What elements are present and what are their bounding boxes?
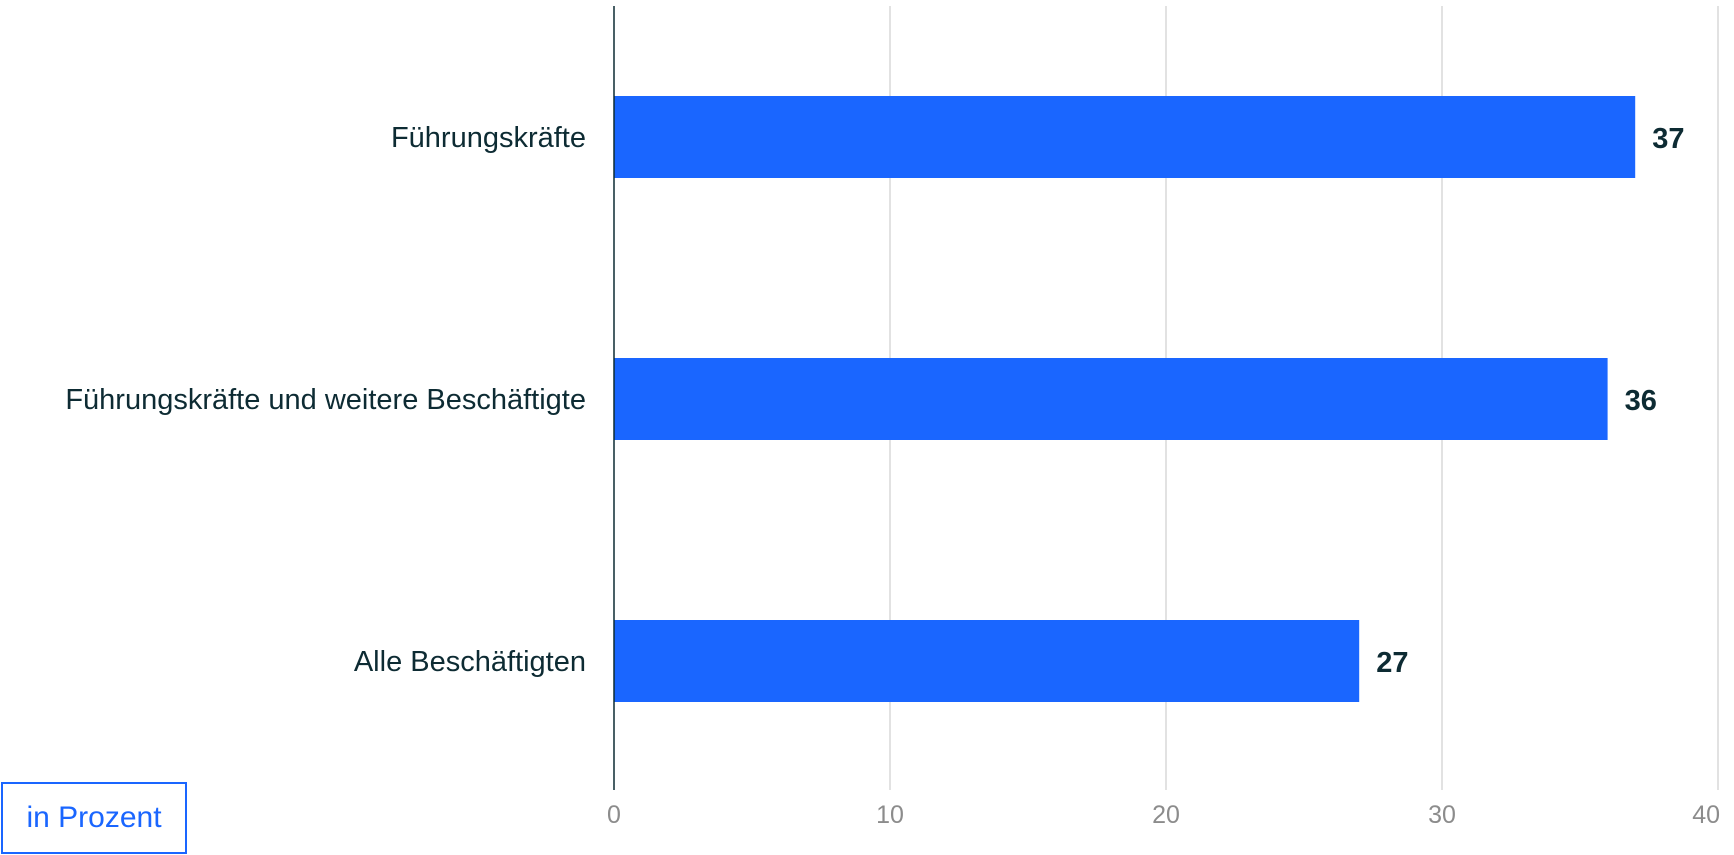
bar: [614, 620, 1360, 702]
category-labels: Führungskräfte Führungskräfte und weitere…: [65, 122, 586, 678]
bars: [614, 96, 1636, 702]
category-label: Führungskräfte: [391, 122, 586, 154]
data-label: 36: [1625, 385, 1657, 417]
x-axis-ticks: 0 10 20 30 40: [607, 801, 1720, 829]
x-tick-label: 10: [876, 801, 904, 829]
unit-label: in Prozent: [1, 782, 187, 854]
data-label: 27: [1376, 647, 1408, 679]
category-label: Führungskräfte und weitere Beschäftigte: [65, 384, 586, 416]
x-tick-label: 40: [1692, 801, 1720, 829]
bar: [614, 358, 1608, 440]
x-tick-label: 20: [1152, 801, 1180, 829]
x-tick-label: 0: [607, 801, 621, 829]
bar: [614, 96, 1636, 178]
data-labels: 37 36 27: [1376, 123, 1684, 679]
x-tick-label: 30: [1428, 801, 1456, 829]
category-label: Alle Beschäftigten: [354, 646, 586, 678]
data-label: 37: [1652, 123, 1684, 155]
